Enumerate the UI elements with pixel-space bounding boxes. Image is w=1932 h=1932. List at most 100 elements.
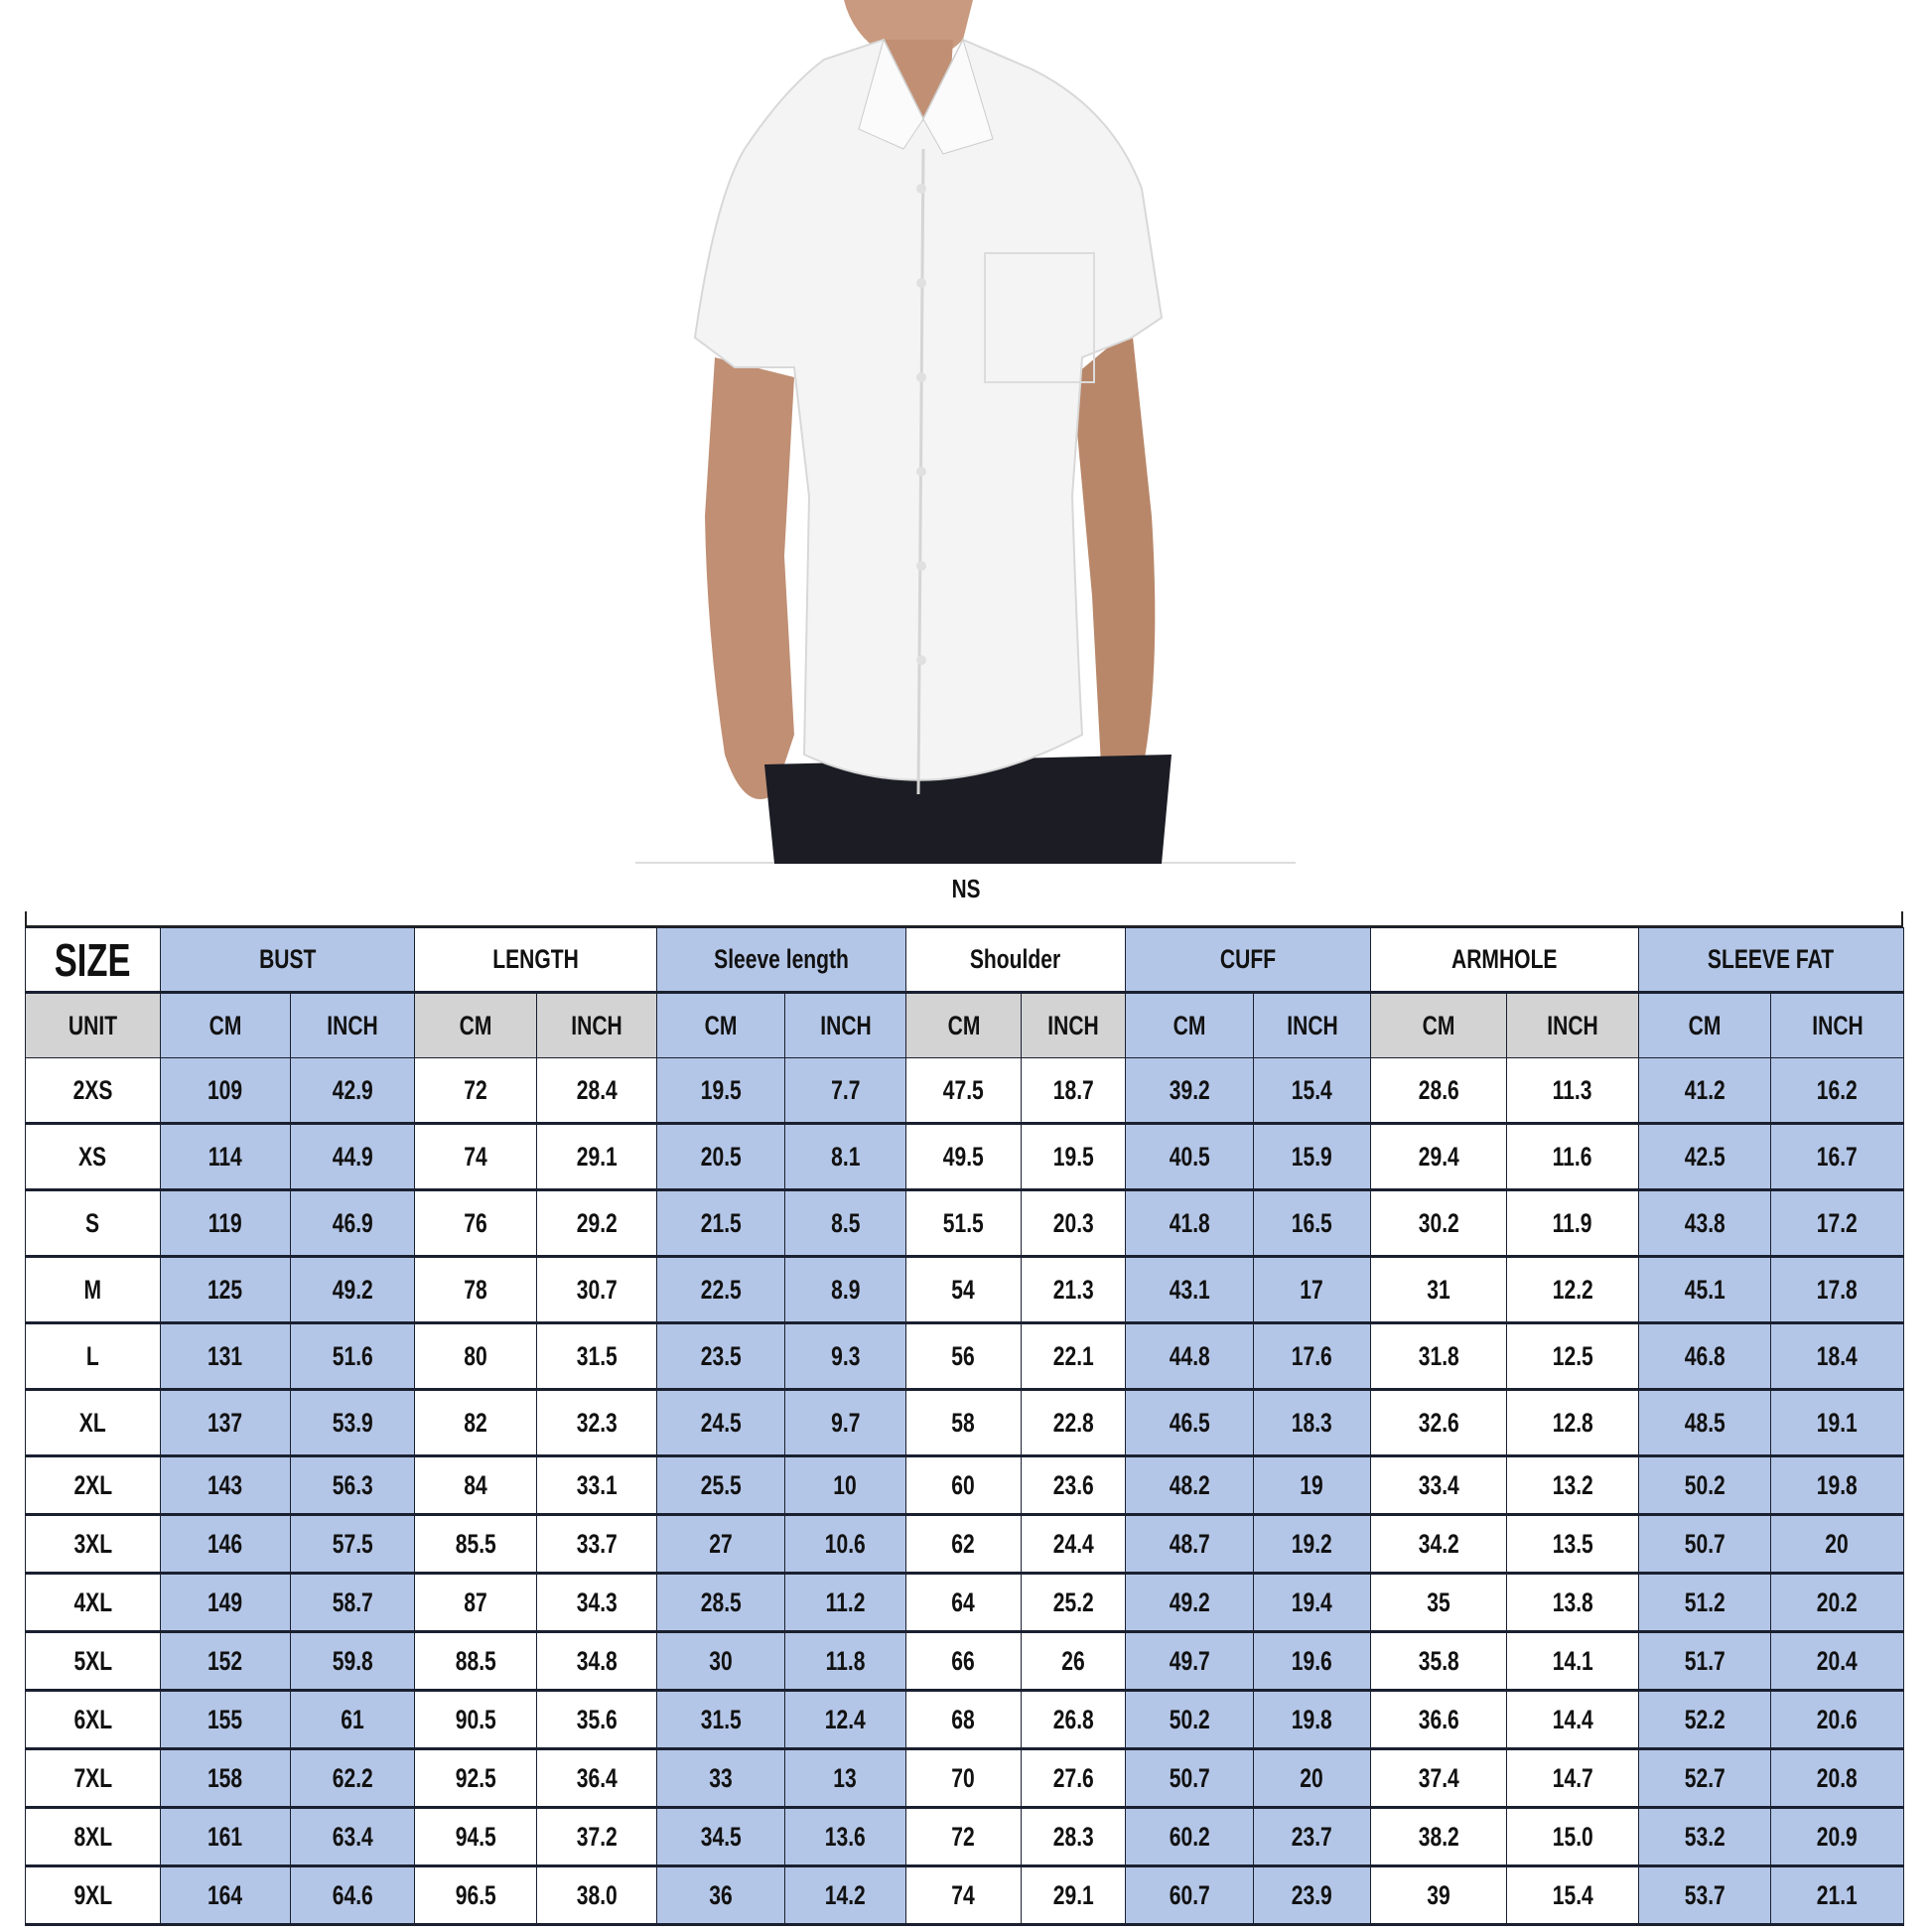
value-cell-text: 8.9 — [830, 1274, 861, 1305]
value-cell: 155 — [160, 1690, 291, 1750]
value-cell: 58.7 — [290, 1573, 415, 1633]
value-cell: 149 — [160, 1573, 291, 1633]
value-cell: 17.2 — [1770, 1189, 1904, 1258]
unit-header: CM — [414, 992, 537, 1058]
value-cell-text: 20.9 — [1817, 1821, 1858, 1852]
column-group-header: Shoulder — [905, 927, 1126, 994]
column-group-header: CUFF — [1125, 927, 1371, 994]
value-cell: 43.1 — [1125, 1256, 1254, 1324]
value-cell-text: 137 — [207, 1407, 243, 1438]
column-group-header: Sleeve length — [656, 927, 906, 994]
value-cell: 60 — [905, 1455, 1022, 1516]
value-cell-text: 24.5 — [700, 1407, 742, 1438]
unit-header-text: CM — [1688, 1010, 1722, 1040]
value-cell-text: 14.2 — [825, 1879, 866, 1910]
value-cell: 19.1 — [1770, 1389, 1904, 1457]
value-cell-text: 40.5 — [1169, 1141, 1210, 1172]
value-cell: 16.5 — [1253, 1189, 1371, 1258]
value-cell: 19.5 — [656, 1057, 785, 1125]
size-cell: 4XL — [25, 1573, 161, 1633]
value-cell-text: 14.1 — [1552, 1645, 1593, 1676]
value-cell-text: 20.3 — [1052, 1207, 1094, 1238]
value-cell: 53.7 — [1638, 1865, 1771, 1926]
value-cell-text: 28.6 — [1418, 1074, 1459, 1105]
unit-header-text: CM — [459, 1010, 492, 1040]
value-cell: 31.8 — [1370, 1322, 1507, 1391]
value-cell: 49.5 — [905, 1123, 1022, 1191]
value-cell: 46.8 — [1638, 1322, 1771, 1391]
value-cell: 36 — [656, 1865, 785, 1926]
value-cell-text: 87 — [464, 1587, 487, 1617]
value-cell: 27 — [656, 1514, 785, 1575]
value-cell: 94.5 — [414, 1807, 537, 1867]
value-cell-text: 14.7 — [1552, 1762, 1593, 1793]
size-cell: 8XL — [25, 1807, 161, 1867]
value-cell: 58 — [905, 1389, 1022, 1457]
value-cell-text: 41.2 — [1684, 1074, 1725, 1105]
value-cell-text: 94.5 — [455, 1821, 496, 1852]
value-cell-text: 33.1 — [576, 1469, 618, 1500]
unit-header: CM — [1370, 992, 1507, 1058]
value-cell-text: 158 — [207, 1762, 243, 1793]
value-cell: 37.4 — [1370, 1748, 1507, 1809]
value-cell-text: 11.2 — [825, 1587, 866, 1617]
value-cell: 29.2 — [536, 1189, 657, 1258]
unit-header-text: CM — [704, 1010, 738, 1040]
value-cell-text: 15.0 — [1552, 1821, 1593, 1852]
value-cell: 14.7 — [1506, 1748, 1639, 1809]
size-cell-text: M — [83, 1274, 102, 1305]
size-header-text: SIZE — [55, 933, 131, 986]
value-cell: 22.1 — [1021, 1322, 1126, 1391]
value-cell-text: 39 — [1427, 1879, 1450, 1910]
value-cell-text: 12.2 — [1552, 1274, 1593, 1305]
value-cell: 125 — [160, 1256, 291, 1324]
unit-header-text: CM — [1422, 1010, 1455, 1040]
value-cell: 56 — [905, 1322, 1022, 1391]
value-cell: 70 — [905, 1748, 1022, 1809]
value-cell-text: 48.5 — [1684, 1407, 1725, 1438]
value-cell-text: 48.7 — [1169, 1528, 1210, 1559]
value-cell-text: 19.6 — [1292, 1645, 1332, 1676]
unit-header-text: INCH — [819, 1010, 872, 1040]
value-cell-text: 21.5 — [700, 1207, 742, 1238]
value-cell-text: 23.9 — [1292, 1879, 1332, 1910]
value-cell: 44.8 — [1125, 1322, 1254, 1391]
value-cell: 18.3 — [1253, 1389, 1371, 1457]
value-cell: 18.7 — [1021, 1057, 1126, 1125]
size-cell: XS — [25, 1123, 161, 1191]
size-cell-text: 3XL — [73, 1528, 112, 1559]
unit-header: INCH — [1770, 992, 1904, 1058]
unit-header: CM — [160, 992, 291, 1058]
value-cell: 30.2 — [1370, 1189, 1507, 1258]
column-group-header: SLEEVE FAT — [1638, 927, 1904, 994]
value-cell-text: 27.6 — [1052, 1762, 1094, 1793]
value-cell-text: 30.7 — [576, 1274, 618, 1305]
value-cell-text: 31.5 — [700, 1704, 742, 1734]
value-cell: 92.5 — [414, 1748, 537, 1809]
value-cell-text: 20.6 — [1817, 1704, 1858, 1734]
value-cell: 39.2 — [1125, 1057, 1254, 1125]
value-cell-text: 51.7 — [1684, 1645, 1725, 1676]
value-cell-text: 60.7 — [1169, 1879, 1210, 1910]
value-cell-text: 11.9 — [1553, 1207, 1592, 1238]
unit-header: INCH — [784, 992, 906, 1058]
value-cell-text: 34.3 — [576, 1587, 618, 1617]
value-cell: 17 — [1253, 1256, 1371, 1324]
value-cell: 14.2 — [784, 1865, 906, 1926]
column-group-header-text: LENGTH — [492, 944, 579, 974]
value-cell: 164 — [160, 1865, 291, 1926]
value-cell-text: 45.1 — [1684, 1274, 1725, 1305]
value-cell-text: 47.5 — [943, 1074, 984, 1105]
value-cell: 13 — [784, 1748, 906, 1809]
table-row: 2XL 143 56.3 84 33.1 25.5 10 60 23.6 48.2 19 33.4 13… — [25, 1455, 1904, 1516]
value-cell-text: 23.5 — [700, 1340, 742, 1371]
unit-header: CM — [1638, 992, 1771, 1058]
value-cell-text: 8.5 — [830, 1207, 861, 1238]
value-cell-text: 11.8 — [825, 1645, 866, 1676]
value-cell: 50.7 — [1125, 1748, 1254, 1809]
value-cell-text: 11.3 — [1553, 1074, 1592, 1105]
table-row: 7XL 158 62.2 92.5 36.4 33 13 70 27.6 50.7 20 37.4 14… — [25, 1748, 1904, 1809]
value-cell: 19 — [1253, 1455, 1371, 1516]
value-cell-text: 19.1 — [1817, 1407, 1858, 1438]
value-cell: 146 — [160, 1514, 291, 1575]
